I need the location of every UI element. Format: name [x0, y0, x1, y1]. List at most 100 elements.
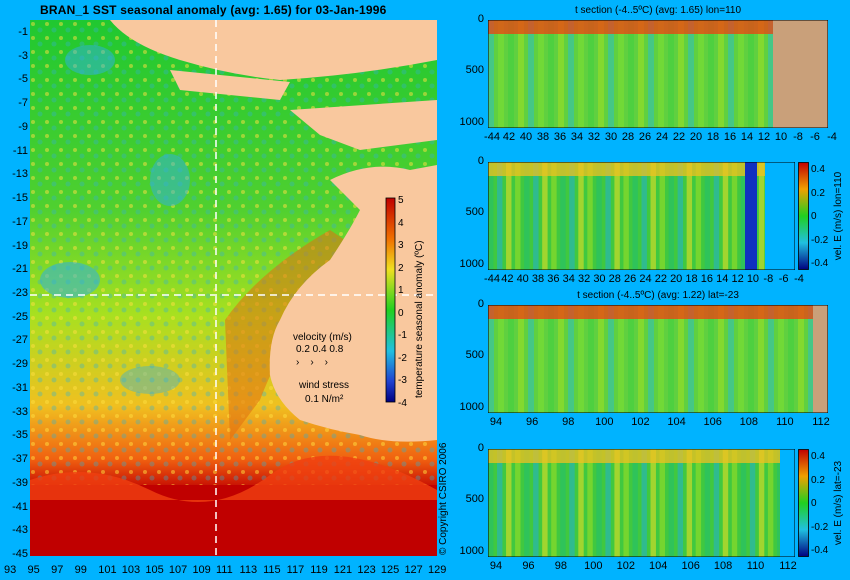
latitude-tick: -9 — [18, 120, 28, 133]
cool-eddy — [150, 154, 190, 206]
longitude-tick: 129 — [428, 564, 447, 576]
sst-anomaly-map[interactable]: temperature seasonal anomaly (ºC) veloci… — [30, 20, 437, 556]
section-x-tick: -6 — [778, 273, 789, 285]
velocity-colorbar-tick: -0.2 — [811, 234, 829, 246]
section-x-tick: 20 — [670, 273, 683, 285]
cool-eddy — [65, 45, 115, 75]
section-x-tick: 14 — [740, 131, 754, 143]
latitude-tick: -15 — [12, 192, 28, 205]
latitude-tick: -29 — [12, 358, 28, 371]
wind-legend-value: 0.1 N/m² — [305, 394, 344, 405]
section-x-tick: 96 — [525, 416, 539, 428]
section-x-tick: -4 — [827, 131, 837, 143]
section-x-tick: 12 — [731, 273, 744, 285]
section-x-tick: 42 — [502, 131, 516, 143]
longitude-tick: 117 — [286, 564, 305, 576]
section-x-tick: 96 — [522, 560, 535, 572]
velocity-side-label: vel. E (m/s) lon=110 — [833, 171, 844, 261]
latitude-tick: -37 — [12, 453, 28, 466]
latitude-tick: -25 — [12, 310, 28, 323]
depth-tick: 0 — [477, 442, 484, 454]
temperature-section-plot[interactable] — [488, 20, 828, 128]
sst-colorbar-tick: -2 — [398, 352, 407, 364]
section-x-tick: 106 — [681, 560, 700, 572]
sst-colorbar-tick: 0 — [398, 307, 404, 319]
section-x-tick: 104 — [649, 560, 668, 572]
longitude-tick: 127 — [404, 564, 423, 576]
section-x-tick: 38 — [536, 131, 550, 143]
section-x-tick: 102 — [631, 416, 650, 428]
section-x-tick: 26 — [638, 131, 652, 143]
velocity-colorbar-tick: 0 — [811, 498, 817, 509]
velocity-arrow-icon: ››› — [296, 357, 339, 368]
sst-colorbar-tick: -1 — [398, 330, 407, 341]
velocity-section-plot[interactable] — [488, 162, 795, 270]
section-x-tick: -6 — [810, 131, 820, 143]
depth-tick: 500 — [465, 492, 484, 505]
section-x-tick: 14 — [716, 273, 729, 285]
sst-colorbar — [385, 197, 396, 403]
longitude-tick: 101 — [98, 564, 117, 576]
section-x-tick: 24 — [655, 131, 669, 143]
depth-tick: 500 — [465, 63, 484, 76]
longitude-tick: 111 — [216, 564, 233, 576]
section-panel-title: t section (-4..5ºC) (avg: 1.65) lon=110 — [574, 5, 742, 16]
longitude-tick: 107 — [168, 564, 188, 576]
velocity-section-plot[interactable] — [488, 449, 795, 557]
latitude-tick: -21 — [12, 263, 28, 276]
velocity-colorbar-tick: -0.4 — [811, 258, 829, 269]
latitude-tick: -7 — [18, 97, 28, 110]
longitude-tick: 99 — [74, 564, 87, 576]
section-x-tick: 110 — [776, 416, 794, 428]
wind-legend-title: wind stress — [299, 380, 350, 391]
velocity-colorbar-tick: 0.4 — [811, 164, 825, 175]
depth-tick: 0 — [477, 155, 484, 167]
section-x-tick: 38 — [531, 273, 545, 285]
section-x-tick: 94 — [489, 560, 503, 572]
cool-eddy — [120, 366, 180, 394]
sst-colorbar-label: temperature seasonal anomaly (ºC) — [414, 240, 425, 398]
velocity-colorbar-tick: 0.4 — [811, 451, 825, 462]
velocity-colorbar-tick: 0 — [811, 211, 817, 222]
section-x-tick: 22 — [672, 131, 686, 143]
section-x-tick: 100 — [584, 560, 603, 572]
longitude-tick: 93 — [4, 564, 17, 576]
longitude-tick: 119 — [310, 564, 328, 576]
velocity-legend-values: 0.2 0.4 0.8 — [296, 344, 344, 355]
depth-tick: 500 — [465, 348, 484, 361]
velocity-legend-title: velocity (m/s) — [293, 332, 352, 343]
depth-tick: 1000 — [459, 544, 484, 557]
section-x-tick: 98 — [554, 560, 567, 572]
sst-colorbar-tick: 5 — [398, 195, 404, 206]
temperature-section-plot[interactable] — [488, 305, 828, 413]
latitude-tick: -41 — [12, 500, 28, 513]
section-x-tick: 100 — [595, 416, 614, 428]
longitude-tick: 121 — [333, 564, 353, 576]
section-x-tick: 102 — [616, 560, 635, 572]
sst-colorbar-tick: 1 — [398, 285, 404, 296]
section-x-tick: 10 — [774, 131, 788, 143]
longitude-tick: 123 — [357, 564, 376, 576]
depth-tick: 500 — [465, 205, 484, 218]
cool-eddy — [40, 262, 100, 298]
section-x-tick: 104 — [667, 416, 686, 428]
section-x-tick: 10 — [746, 273, 760, 285]
section-x-tick: 28 — [608, 273, 621, 285]
section-x-tick: 20 — [689, 131, 703, 143]
longitude-tick: 105 — [145, 564, 164, 576]
section-x-tick: 30 — [593, 273, 606, 285]
depth-tick: 1000 — [459, 400, 484, 413]
section-x-tick: 40 — [519, 131, 533, 143]
section-x-tick: 32 — [587, 131, 601, 143]
longitude-tick: 97 — [51, 564, 64, 576]
latitude-tick: -5 — [18, 73, 28, 86]
section-x-tick: -44 — [484, 131, 500, 143]
section-x-tick: 112 — [812, 416, 830, 428]
depth-tick: 0 — [477, 13, 484, 25]
longitude-tick: 109 — [192, 564, 211, 576]
section-x-tick: -8 — [793, 131, 803, 143]
section-x-tick: 16 — [700, 273, 714, 285]
section-x-tick: 36 — [553, 131, 567, 143]
latitude-tick: -13 — [12, 168, 28, 181]
section-x-tick: 34 — [562, 273, 575, 285]
